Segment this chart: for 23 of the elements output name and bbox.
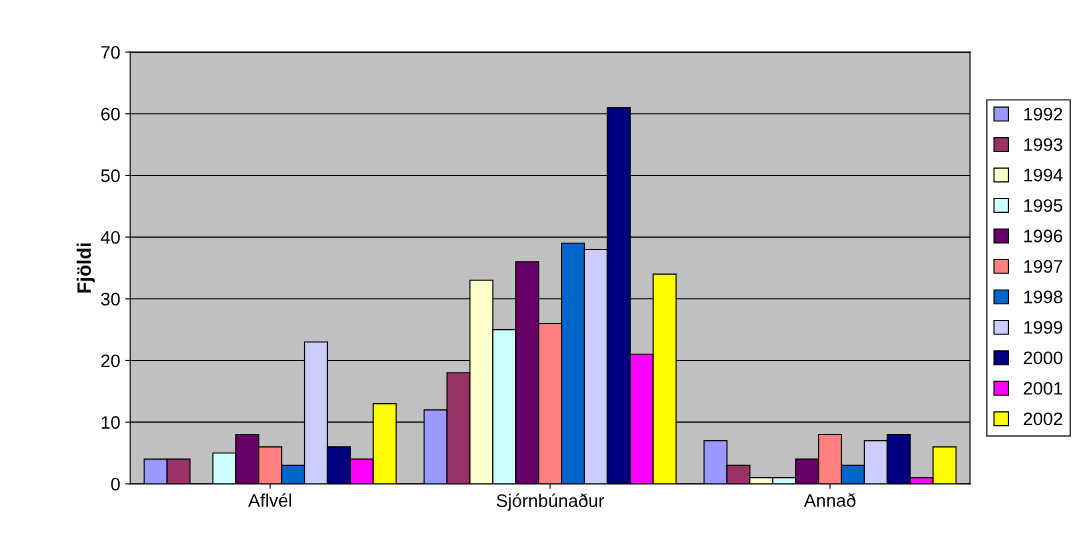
legend-label: 1992 bbox=[1024, 107, 1063, 121]
legend-label: 2000 bbox=[1023, 351, 1063, 365]
legend-label: 1994 bbox=[1024, 168, 1063, 182]
y-axis-title: Fjöldi bbox=[76, 243, 95, 293]
y-tick-label: 70 bbox=[101, 46, 120, 59]
legend-label: 1995 bbox=[1024, 199, 1063, 212]
y-tick-label: 10 bbox=[101, 416, 120, 429]
legend-label: 1993 bbox=[1024, 138, 1063, 151]
x-tick-label: Sjórnbúnaður bbox=[496, 493, 605, 511]
y-tick-label: 30 bbox=[101, 292, 120, 306]
legend-label: 2001 bbox=[1023, 381, 1063, 395]
y-tick-label: 40 bbox=[100, 231, 120, 244]
x-tick-label: Aflvél bbox=[248, 493, 292, 507]
y-tick-label: 50 bbox=[101, 169, 120, 183]
legend-label: 1996 bbox=[1024, 229, 1063, 243]
y-tick-label: 20 bbox=[101, 354, 120, 368]
y-tick-label: 60 bbox=[101, 107, 120, 121]
x-tick-label: Annað bbox=[803, 493, 856, 507]
legend-label: 1998 bbox=[1024, 290, 1063, 304]
legend-label: 1997 bbox=[1024, 260, 1063, 273]
legend-label: 1999 bbox=[1024, 321, 1063, 334]
y-tick-label: 0 bbox=[111, 477, 120, 491]
legend-label: 2002 bbox=[1023, 412, 1063, 426]
